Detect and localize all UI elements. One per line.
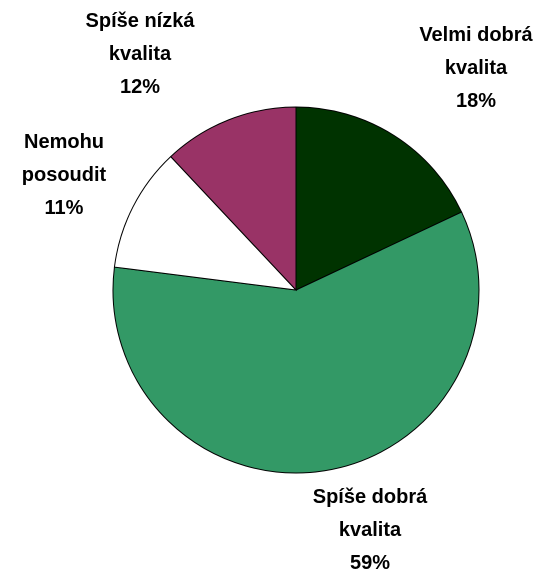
slice-label: Velmi dobrá kvalita 18% xyxy=(396,19,554,118)
category-label: Velmi dobrá kvalita xyxy=(419,24,533,79)
value-label: 59% xyxy=(349,552,391,574)
pie-slice xyxy=(112,211,480,474)
category-label: Nemohu posoudit xyxy=(21,131,107,186)
slice-label: Spíše nízká kvalita 12% xyxy=(65,5,215,104)
value-label: 12% xyxy=(119,76,161,98)
slice-label: Nemohu posoudit 11% xyxy=(9,126,119,225)
pie-slice xyxy=(295,106,463,291)
category-label: Spíše dobrá kvalita xyxy=(312,486,428,541)
value-label: 11% xyxy=(44,197,84,219)
pie-slice xyxy=(113,155,298,291)
value-label: 18% xyxy=(455,90,497,112)
pie-slice xyxy=(170,106,297,292)
category-label: Spíše nízká kvalita xyxy=(85,10,195,65)
slice-label: Spíše dobrá kvalita 59% xyxy=(285,481,455,580)
